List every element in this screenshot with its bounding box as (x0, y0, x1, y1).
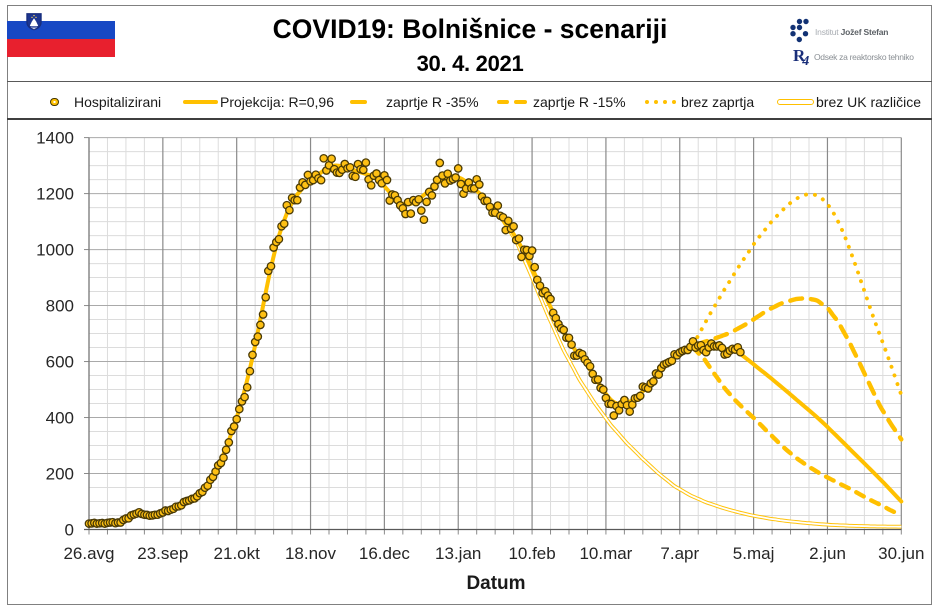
svg-text:400: 400 (46, 409, 74, 428)
svg-text:1400: 1400 (36, 129, 74, 148)
svg-text:2.jun: 2.jun (809, 544, 846, 563)
svg-text:26.avg: 26.avg (63, 544, 114, 563)
svg-text:10.feb: 10.feb (508, 544, 555, 563)
svg-text:21.okt: 21.okt (214, 544, 261, 563)
svg-text:800: 800 (46, 297, 74, 316)
svg-text:7.apr: 7.apr (660, 544, 699, 563)
svg-text:5.maj: 5.maj (733, 544, 775, 563)
svg-text:30.jun: 30.jun (878, 544, 924, 563)
svg-text:1200: 1200 (36, 185, 74, 204)
svg-text:600: 600 (46, 353, 74, 372)
svg-text:1000: 1000 (36, 241, 74, 260)
svg-text:Datum: Datum (466, 573, 525, 594)
svg-text:10.mar: 10.mar (579, 544, 632, 563)
svg-text:200: 200 (46, 465, 74, 484)
svg-text:18.nov: 18.nov (285, 544, 337, 563)
svg-text:16.dec: 16.dec (359, 544, 411, 563)
svg-text:13.jan: 13.jan (435, 544, 481, 563)
svg-text:23.sep: 23.sep (137, 544, 188, 563)
svg-text:0: 0 (65, 521, 74, 540)
